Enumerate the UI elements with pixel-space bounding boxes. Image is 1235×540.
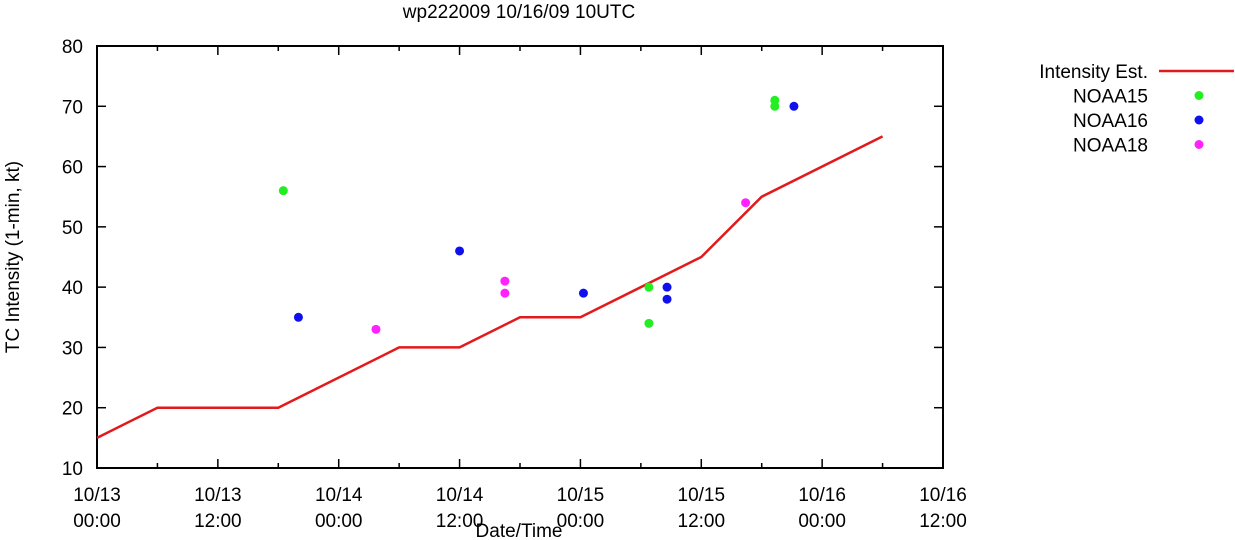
point-noaa16: [789, 101, 799, 111]
point-noaa16: [662, 294, 672, 304]
point-noaa18: [741, 198, 751, 208]
x-tick-label-date: 10/15: [557, 485, 605, 506]
point-noaa18: [500, 276, 510, 286]
y-tick-label: 70: [62, 97, 83, 118]
point-noaa15: [770, 101, 780, 111]
x-tick-label-date: 10/13: [73, 485, 121, 506]
series-line-intensity-est: [96, 135, 884, 439]
x-tick-label-time: 00:00: [798, 511, 846, 532]
y-axis-label: TC Intensity (1-min, kt): [3, 161, 24, 353]
point-noaa16: [293, 312, 303, 322]
y-tick-label: 10: [62, 459, 83, 480]
x-tick-label-time: 00:00: [315, 511, 363, 532]
legend-swatch-point: [1194, 115, 1204, 125]
x-tick-label-time: 12:00: [194, 511, 242, 532]
x-tick-label-date: 10/14: [436, 485, 484, 506]
y-tick-label: 80: [62, 37, 83, 58]
x-axis: 10/13 00:00 10/13 12:00 10/14 00:00 10/14 12:00…: [73, 46, 967, 532]
point-noaa18: [500, 288, 510, 298]
point-noaa16: [662, 282, 672, 292]
point-noaa15: [644, 282, 654, 292]
x-tick-label-time: 12:00: [678, 511, 726, 532]
legend-swatch-point: [1194, 91, 1204, 100]
x-tick-label-date: 10/16: [919, 485, 967, 506]
y-tick-label: 60: [62, 158, 83, 179]
plot-frame: [96, 45, 944, 469]
legend-label: NOAA16: [1073, 111, 1148, 132]
legend-label: Intensity Est.: [1039, 62, 1148, 83]
point-noaa16: [455, 246, 465, 256]
legend-label: NOAA15: [1073, 87, 1148, 108]
x-tick-label-time: 00:00: [557, 511, 605, 532]
point-noaa15: [278, 186, 288, 196]
legend-swatch-point: [1194, 140, 1204, 149]
legend-label: NOAA18: [1073, 136, 1148, 157]
chart-title: wp222009 10/16/09 10UTC: [402, 2, 635, 23]
x-tick-label-date: 10/15: [678, 485, 726, 506]
point-noaa15: [644, 318, 654, 328]
point-noaa16: [578, 288, 588, 298]
y-tick-label: 20: [62, 399, 83, 420]
x-tick-label-time: 12:00: [436, 511, 484, 532]
y-axis: 10 20 30 40 50 60 70 80: [62, 37, 943, 480]
point-noaa18: [371, 324, 381, 334]
x-tick-label-time: 12:00: [919, 511, 967, 532]
y-tick-label: 50: [62, 218, 83, 239]
x-tick-label-date: 10/16: [798, 485, 846, 506]
series-layer: [96, 95, 884, 439]
x-tick-label-time: 00:00: [73, 511, 121, 532]
x-axis-label: Date/Time: [476, 521, 563, 540]
legend: Intensity Est. NOAA15 NOAA16 NOAA18: [1039, 62, 1234, 157]
y-tick-label: 30: [62, 338, 83, 359]
x-tick-label-date: 10/14: [315, 485, 363, 506]
y-tick-label: 40: [62, 278, 83, 299]
x-tick-label-date: 10/13: [194, 485, 242, 506]
